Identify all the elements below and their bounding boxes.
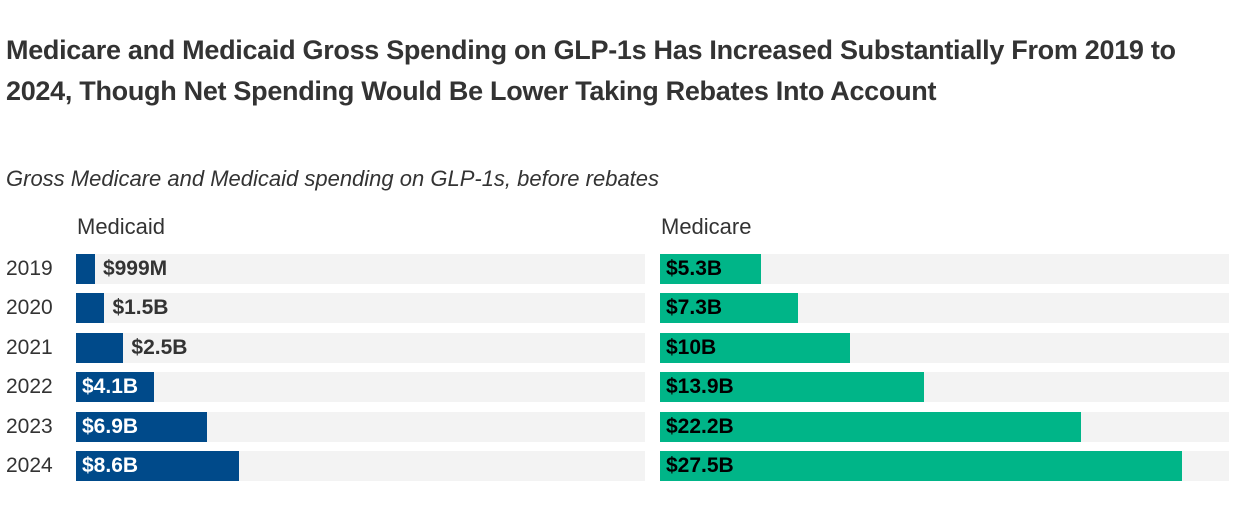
bar-medicare	[660, 254, 761, 284]
data-label-medicare: $10B	[666, 336, 717, 359]
panel-label-medicare: Medicare	[661, 214, 752, 239]
data-label-medicare: $22.2B	[666, 415, 734, 438]
year-label: 2022	[6, 375, 53, 398]
bar-medicaid	[76, 451, 240, 481]
bar-medicare	[660, 412, 1082, 442]
data-label-medicaid: $4.1B	[82, 375, 139, 398]
data-label-medicaid: $8.6B	[82, 454, 139, 477]
data-label-medicare: $7.3B	[666, 296, 723, 319]
bar-medicare	[660, 293, 799, 323]
bar-medicare	[660, 372, 924, 402]
bar-medicaid	[76, 333, 124, 363]
bar-track-medicaid	[76, 333, 645, 363]
year-label: 2024	[6, 454, 53, 477]
data-label-medicaid: $999M	[102, 257, 168, 280]
bar-medicare	[660, 333, 850, 363]
bar-medicaid	[76, 293, 105, 323]
chart-title: Medicare and Medicaid Gross Spending on …	[6, 35, 1176, 106]
data-label-medicaid: $1.5B	[112, 296, 169, 319]
bar-medicaid	[76, 372, 154, 402]
data-label-medicare: $27.5B	[666, 454, 734, 477]
year-label: 2019	[6, 257, 53, 280]
bar-track-medicaid	[76, 293, 645, 323]
year-label: 2023	[6, 415, 53, 438]
panel-label-medicaid: Medicaid	[77, 214, 166, 239]
bar-track-medicaid	[76, 372, 645, 402]
data-label-medicare: $5.3B	[666, 257, 723, 280]
chart-subtitle: Gross Medicare and Medicaid spending on …	[6, 166, 660, 191]
data-label-medicaid: $6.9B	[82, 415, 139, 438]
bar-medicaid	[76, 254, 95, 284]
bar-medicare	[660, 451, 1182, 481]
year-label: 2021	[6, 336, 53, 359]
data-label-medicare: $13.9B	[666, 375, 734, 398]
bar-medicaid	[76, 412, 207, 442]
year-label: 2020	[6, 296, 53, 319]
bar-track-medicaid	[76, 254, 645, 284]
data-label-medicaid: $2.5B	[131, 336, 188, 359]
